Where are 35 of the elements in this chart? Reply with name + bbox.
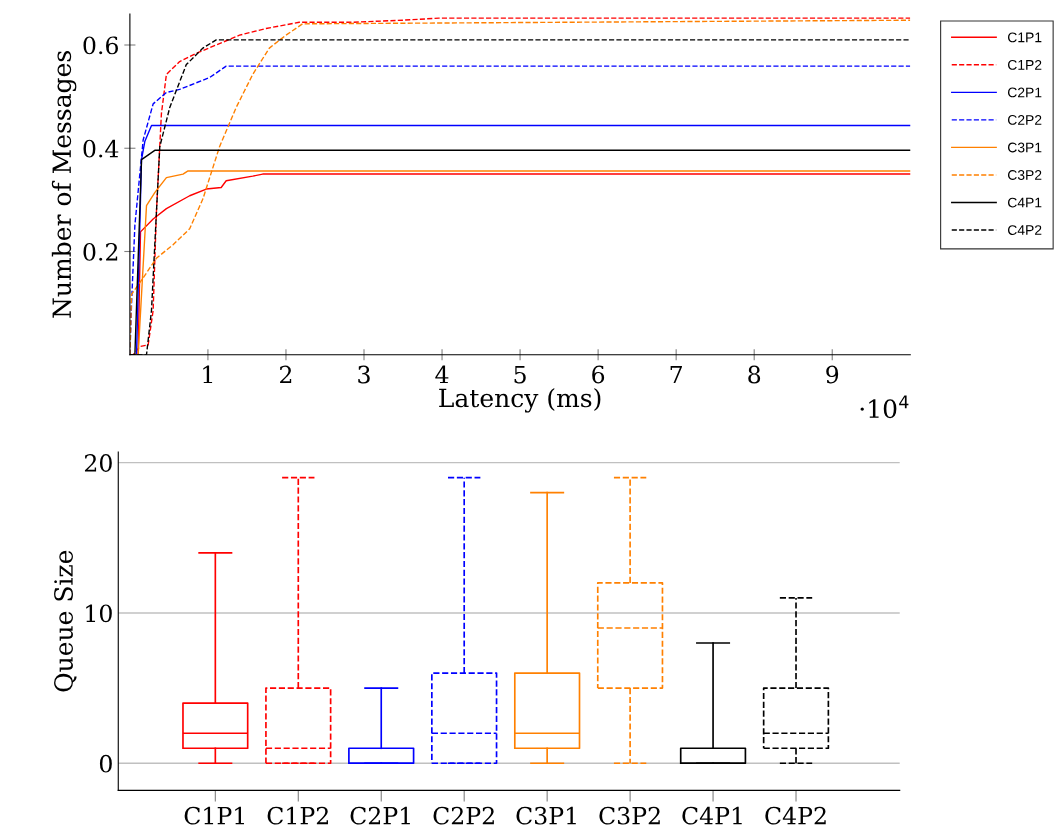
x-tick-label: 6: [592, 365, 605, 384]
x-tick-label: 9: [826, 365, 839, 384]
x-axis-title: Latency (ms): [439, 388, 601, 413]
x-tick-label: C2P1: [350, 806, 410, 825]
legend-label: C3P2: [1008, 170, 1042, 180]
x-tick-label: C4P1: [682, 806, 742, 825]
y-tick-label: 10: [86, 604, 112, 623]
x-tick-label: 7: [670, 365, 682, 384]
legend-label: C1P1: [1008, 32, 1042, 43]
y-tick-label: 0.2: [83, 242, 118, 261]
x-tick-label: C2P2: [433, 806, 494, 825]
legend-label: C4P2: [1008, 225, 1042, 235]
y-tick-label: 0.6: [83, 36, 118, 55]
legend-label: C1P2: [1008, 59, 1042, 70]
y-axis-title: Number of Messages: [51, 51, 77, 318]
legend-label: C3P1: [1008, 142, 1042, 153]
x-tick-label: 1: [203, 365, 213, 384]
x-tick-label: C3P1: [516, 806, 576, 825]
x-tick-label: C1P2: [267, 806, 328, 825]
y-tick-label: 0.4: [83, 139, 119, 158]
x-tick-label: 4: [435, 365, 449, 384]
x-tick-label: C1P1: [184, 806, 244, 825]
text: ·10$^{4}$: [860, 395, 909, 419]
y-tick-label: 20: [84, 454, 112, 472]
legend-label: C2P1: [1008, 87, 1042, 98]
x-tick-label: C4P2: [765, 806, 826, 825]
legend-label: C4P1: [1008, 197, 1042, 208]
y-axis-title: Queue Size: [54, 550, 77, 692]
y-tick-label: 0: [99, 754, 112, 773]
x-tick-label: C3P2: [599, 806, 660, 825]
x-tick-label: 3: [358, 365, 370, 384]
x-tick-label: 2: [280, 365, 292, 384]
x-tick-label: 8: [748, 365, 761, 384]
legend-label: C2P2: [1008, 115, 1042, 125]
x-tick-label: 5: [514, 365, 526, 384]
